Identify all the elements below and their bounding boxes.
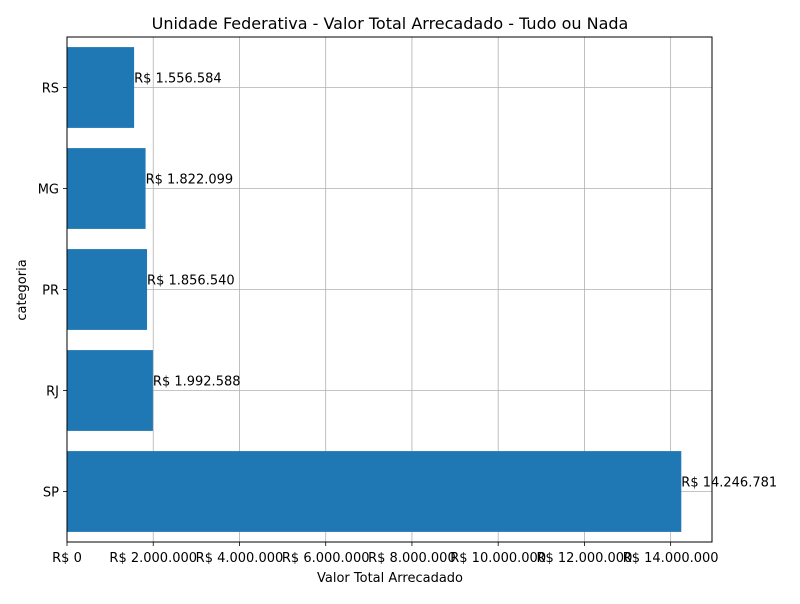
data-label-rj: R$ 1.992.588 bbox=[153, 375, 241, 390]
y-tick-label-sp: SP bbox=[43, 486, 59, 501]
bar-sp bbox=[67, 451, 682, 532]
x-axis-label: Valor Total Arrecadado bbox=[317, 571, 463, 586]
bar-pr bbox=[67, 249, 148, 330]
chart-title: Unidade Federativa - Valor Total Arrecad… bbox=[152, 14, 629, 33]
data-label-sp: R$ 14.246.781 bbox=[681, 476, 777, 491]
bar-rs bbox=[67, 47, 135, 128]
x-tick-label: R$ 0 bbox=[52, 551, 82, 566]
bars bbox=[67, 47, 682, 532]
data-labels: R$ 14.246.781 R$ 1.992.588 R$ 1.856.540 R$ … bbox=[134, 72, 777, 491]
bar-rj bbox=[67, 350, 153, 431]
x-tick-label: R$ 6.000.000 bbox=[282, 551, 370, 566]
y-tick-label-rs: RS bbox=[42, 82, 59, 97]
data-label-pr: R$ 1.856.540 bbox=[147, 274, 235, 289]
x-tick-label: R$ 2.000.000 bbox=[109, 551, 197, 566]
y-axis-label: categoria bbox=[15, 259, 30, 320]
x-tick-label: R$ 10.000.000 bbox=[450, 551, 546, 566]
x-tick-label: R$ 4.000.000 bbox=[196, 551, 284, 566]
y-tick-label-mg: MG bbox=[38, 183, 59, 198]
y-tick-label-pr: PR bbox=[42, 284, 59, 299]
data-label-mg: R$ 1.822.099 bbox=[146, 173, 234, 188]
x-tick-label: R$ 12.000.000 bbox=[536, 551, 632, 566]
x-tick-label: R$ 8.000.000 bbox=[368, 551, 456, 566]
data-label-rs: R$ 1.556.584 bbox=[134, 72, 222, 87]
bar-mg bbox=[67, 148, 146, 229]
x-tick-label: R$ 14.000.000 bbox=[623, 551, 719, 566]
y-tick-label-rj: RJ bbox=[46, 385, 59, 400]
